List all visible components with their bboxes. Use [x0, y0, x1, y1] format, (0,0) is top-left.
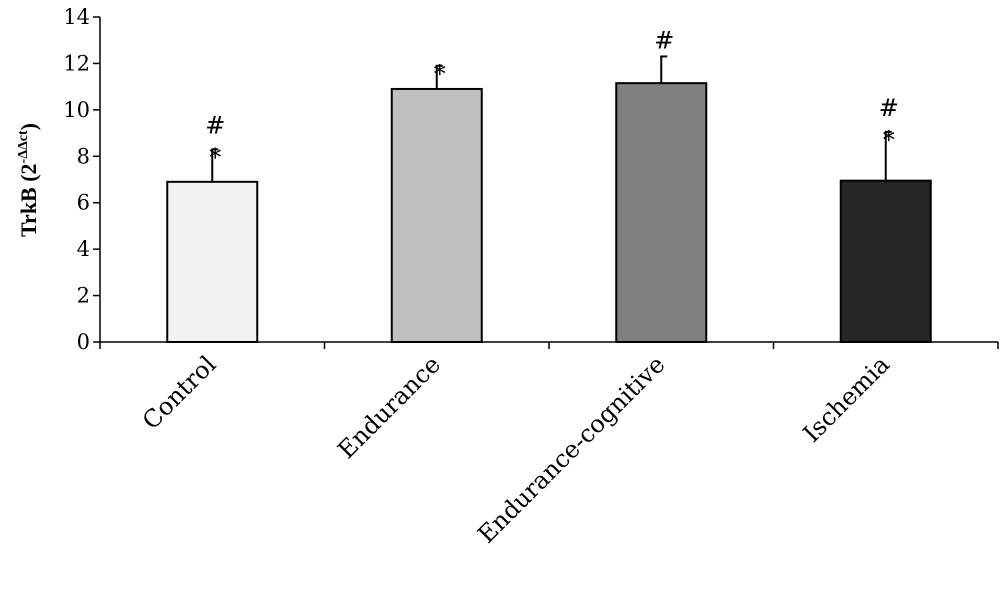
annotation: #	[879, 94, 899, 122]
y-tick-label: 10	[63, 98, 90, 122]
annotation: #	[654, 26, 674, 54]
y-tick-label: 6	[77, 191, 90, 215]
y-tick-label: 12	[63, 51, 90, 75]
y-axis-label: TrkB (2-ΔΔct)	[16, 123, 41, 237]
y-tick-label: 8	[77, 144, 90, 168]
bar	[615, 82, 708, 344]
annotation: *	[434, 60, 446, 88]
y-tick-label: 4	[77, 237, 90, 261]
x-tick-label: Ischemia	[798, 350, 895, 447]
bar	[166, 180, 259, 343]
annotation: *	[883, 126, 895, 154]
annotation: #	[205, 111, 225, 139]
x-tick-label: Endurance-cognitive	[472, 350, 670, 548]
y-tick-label: 2	[77, 284, 90, 308]
x-tick-label: Control	[137, 350, 222, 435]
y-label-end: )	[16, 123, 41, 130]
bar	[390, 87, 483, 344]
bar	[839, 179, 932, 343]
y-label-main: TrkB (2	[16, 163, 41, 237]
y-tick-label: 14	[63, 5, 90, 29]
y-tick-label: 0	[77, 330, 90, 354]
annotation: *	[209, 143, 221, 171]
x-tick-label: Endurance	[332, 350, 446, 464]
y-label-superscript: -ΔΔct	[16, 130, 31, 163]
